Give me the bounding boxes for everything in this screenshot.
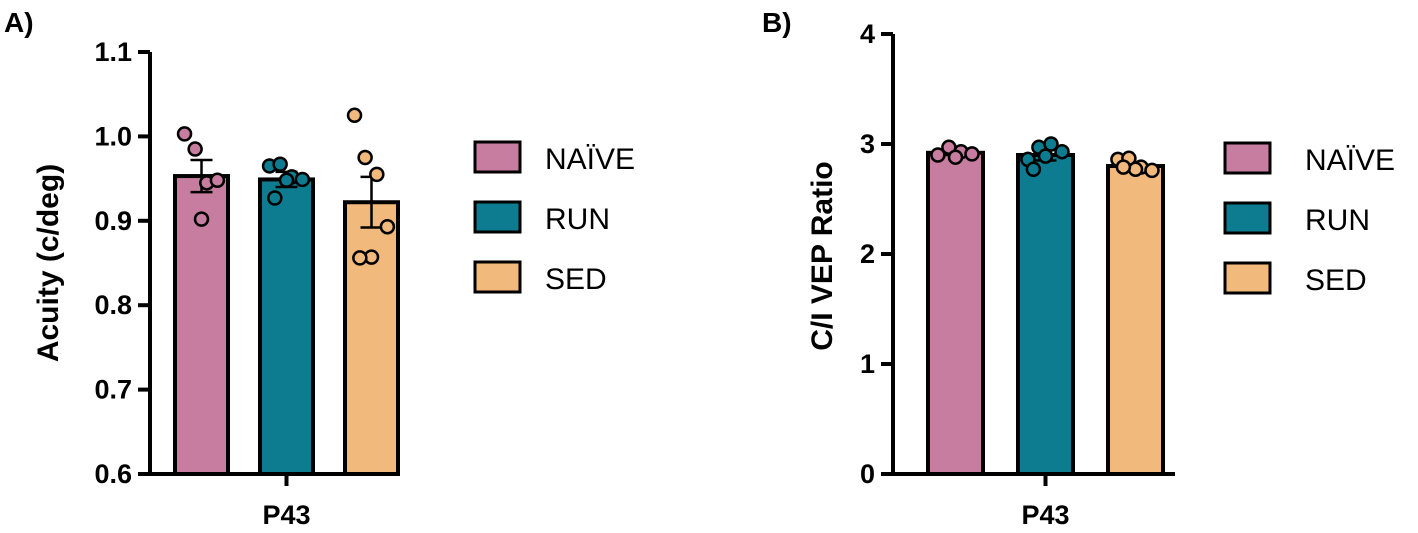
legend-label-a-1: RUN [545,203,610,236]
bar-run-a [258,177,315,476]
data-point-b-0-0 [930,147,946,163]
y-tick-label-b-1: 1 [860,349,875,379]
data-point-b-2-4 [1127,161,1144,178]
data-point-b-1-2 [1043,136,1059,152]
data-point-a-2-3 [379,218,396,235]
legend-label-a-2: SED [545,263,607,296]
bar-sed-a [343,200,400,476]
y-axis-title-b: C/I VEP Ratio [806,161,839,351]
data-point-a-0-1 [187,141,203,157]
y-tick-label-b-0: 0 [860,459,875,489]
data-point-b-1-3 [1054,143,1070,160]
data-point-b-2-5 [1115,159,1132,175]
bar-run-b [1016,153,1075,476]
x-tick-label-a: P43 [262,500,310,530]
legend-swatch-b-2 [1223,261,1272,295]
y-tick-label-a-4: 1.0 [94,121,132,151]
panel-a: A) Acuity (c/deg) 0.6 0.7 0.8 0.9 1.0 1.1 P43 N… [4,7,635,530]
data-point-b-0-4 [947,149,964,165]
y-tick-label-b-3: 3 [860,129,875,159]
data-point-a-0-4 [193,211,210,227]
data-point-a-2-1 [357,149,373,166]
data-point-b-2-3 [1144,162,1160,179]
panel-label-a: A) [4,7,34,38]
y-tick-label-a-1: 0.7 [94,375,132,405]
data-point-a-1-3 [294,171,311,188]
legend-label-b-0: NAÏVE [1305,144,1395,177]
y-tick-label-b-4: 4 [860,19,875,49]
legend-swatch-a-1 [473,200,522,234]
legend-swatch-a-0 [473,140,522,174]
data-point-b-1-5 [1025,161,1042,178]
legend-swatch-b-1 [1223,201,1272,235]
legend-swatch-b-0 [1223,141,1272,175]
y-tick-label-a-5: 1.1 [94,37,132,67]
bar-naïve-b [926,150,985,477]
data-point-a-2-2 [369,166,385,183]
legend-label-a-0: NAÏVE [545,143,635,176]
legend-swatch-a-2 [473,260,522,294]
data-point-a-0-0 [176,126,193,142]
data-point-a-1-4 [278,172,295,189]
data-point-a-2-0 [346,107,363,124]
panel-b: B) C/I VEP Ratio 0 1 2 3 4 P43 NAÏVE RUN SED [762,7,1395,530]
y-tick-label-a-3: 0.9 [94,206,132,236]
bar-sed-b [1106,164,1165,476]
legend-label-b-1: RUN [1305,204,1370,237]
panel-label-b: B) [762,7,792,38]
data-point-b-1-4 [1037,148,1054,164]
y-tick-label-b-2: 2 [860,239,875,269]
data-point-a-0-3 [209,172,226,189]
x-tick-label-b: P43 [1021,500,1069,530]
y-axis-title-a: Acuity (c/deg) [32,164,65,362]
data-point-a-1-1 [272,156,288,173]
y-tick-label-a-2: 0.8 [94,290,132,320]
data-point-a-1-5 [267,190,283,206]
legend-label-b-2: SED [1305,264,1367,297]
data-point-b-0-3 [964,146,980,162]
y-tick-label-a-0: 0.6 [94,459,132,489]
data-point-a-2-5 [352,250,368,266]
